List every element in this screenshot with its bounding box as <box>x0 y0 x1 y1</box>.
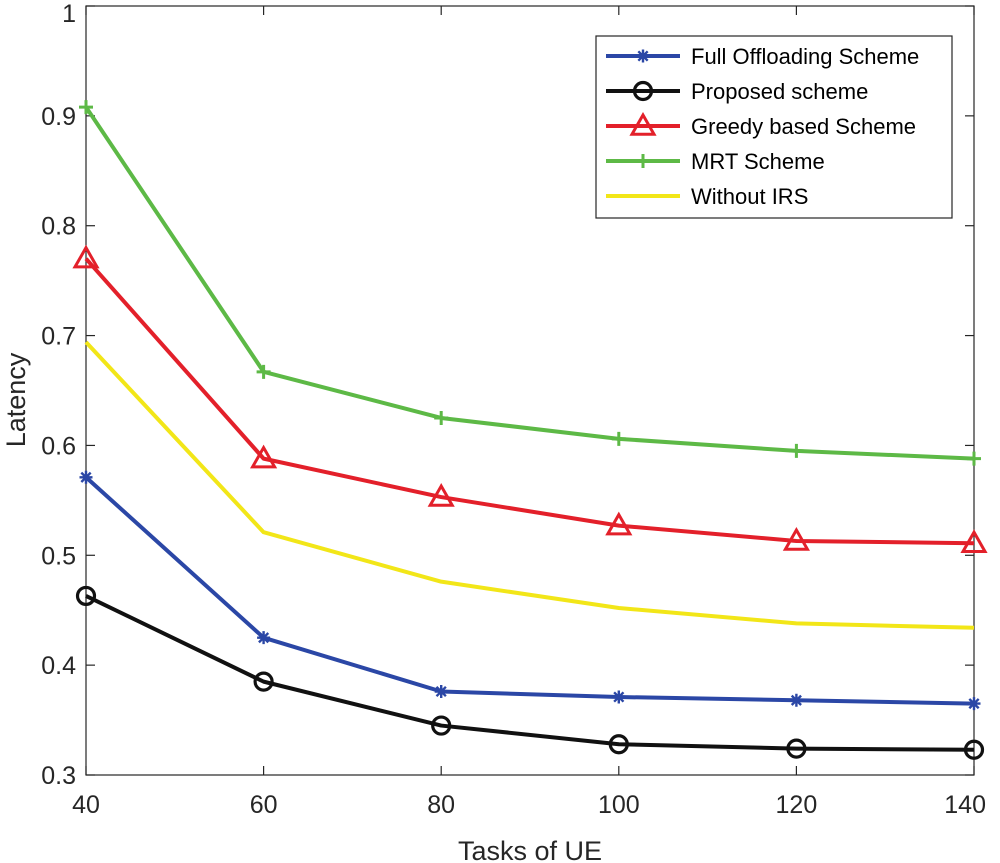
series-without-irs <box>84 340 975 630</box>
data-point <box>72 244 100 269</box>
series-line <box>84 105 975 461</box>
legend-marker <box>636 49 650 63</box>
data-point <box>960 529 988 553</box>
series-greedy-based-scheme <box>72 244 988 553</box>
legend-marker <box>632 80 654 102</box>
legend-marker <box>629 111 657 136</box>
data-point <box>256 364 271 379</box>
legend-label: MRT Scheme <box>691 149 825 174</box>
legend-item: Full Offloading Scheme <box>606 44 919 69</box>
legend-label: Full Offloading Scheme <box>691 44 919 69</box>
legend-item: Greedy based Scheme <box>606 111 916 139</box>
series-full-offloading-scheme <box>79 470 981 711</box>
series-mrt-scheme <box>79 100 981 466</box>
y-tick-label: 0.9 <box>41 103 76 131</box>
x-tick-label: 140 <box>944 791 986 819</box>
data-point <box>79 100 93 115</box>
y-tick-label: 0.8 <box>41 213 76 241</box>
y-tick-label: 0.3 <box>41 762 76 790</box>
data-point <box>789 693 803 707</box>
legend-label: Proposed scheme <box>691 79 868 104</box>
x-tick-label: 60 <box>250 791 278 819</box>
legend: Full Offloading Scheme Proposed scheme Gre… <box>595 35 953 219</box>
data-point <box>250 444 278 469</box>
x-tick-label: 40 <box>72 791 100 819</box>
data-point <box>789 443 804 458</box>
data-point <box>782 526 810 551</box>
legend-label: Greedy based Scheme <box>691 114 916 139</box>
legend-marker <box>636 154 650 168</box>
data-point <box>786 738 807 759</box>
data-point <box>434 410 449 425</box>
y-tick-label: 0.5 <box>41 542 76 570</box>
series-line <box>84 340 975 630</box>
data-point <box>967 451 981 466</box>
y-axis-label: Latency <box>1 352 31 447</box>
data-point <box>79 470 93 484</box>
x-tick-label: 120 <box>776 791 818 819</box>
legend-item: Proposed scheme <box>606 79 868 104</box>
series-layer <box>72 100 988 760</box>
data-point <box>257 631 271 645</box>
data-point <box>75 585 97 607</box>
y-tick-label: 0.6 <box>41 432 76 460</box>
legend-label: Without IRS <box>691 184 808 209</box>
series-line <box>84 475 975 706</box>
series-proposed-scheme <box>75 585 985 760</box>
data-point <box>605 511 633 536</box>
data-point <box>253 671 274 692</box>
axis-ticks: 40 60 80 100 120 140 0.3 0.4 0.5 0.6 0.7 0.8 0.9 1 <box>41 0 986 819</box>
data-point <box>611 431 626 446</box>
data-point <box>963 739 985 760</box>
data-point <box>427 483 455 507</box>
y-tick-label: 1 <box>62 0 76 28</box>
legend-item: Without IRS <box>606 184 808 209</box>
data-point <box>434 685 448 699</box>
x-axis-label: Tasks of UE <box>458 836 602 863</box>
data-point <box>612 690 626 704</box>
legend-item: MRT Scheme <box>606 149 825 174</box>
y-tick-label: 0.7 <box>41 323 76 351</box>
x-tick-label: 80 <box>427 791 455 819</box>
data-point <box>967 697 981 711</box>
series-line <box>84 257 975 546</box>
y-tick-label: 0.4 <box>41 652 76 680</box>
data-point <box>608 734 629 755</box>
data-point <box>431 715 452 736</box>
x-tick-label: 100 <box>598 791 640 819</box>
series-line <box>85 594 975 752</box>
